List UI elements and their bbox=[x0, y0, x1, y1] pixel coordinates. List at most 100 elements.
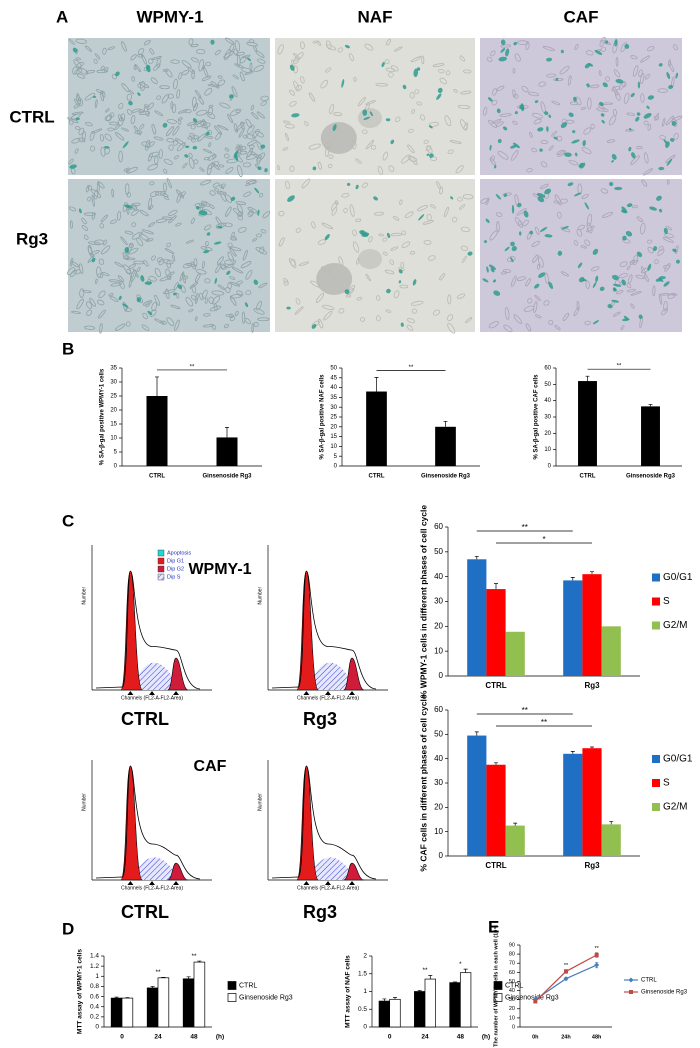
cell bbox=[165, 268, 172, 280]
cell bbox=[500, 271, 508, 275]
cell bbox=[246, 41, 258, 47]
cell bbox=[382, 151, 388, 161]
cell bbox=[101, 90, 106, 98]
cell bbox=[210, 81, 220, 89]
cell bbox=[109, 121, 119, 126]
cell bbox=[673, 132, 679, 140]
cell bbox=[109, 295, 119, 302]
cell bbox=[231, 86, 238, 98]
cell bbox=[407, 156, 418, 162]
flow-histogram: Channels (FL2-A-FL2-Area) Number bbox=[81, 760, 212, 891]
cell bbox=[100, 91, 104, 102]
bar bbox=[216, 437, 238, 466]
stained-cell bbox=[519, 105, 525, 110]
y-tick-label: 30 bbox=[509, 997, 515, 1003]
cell bbox=[101, 272, 110, 277]
cell bbox=[96, 89, 104, 94]
cell bbox=[126, 93, 132, 101]
stained-cell bbox=[592, 248, 599, 255]
cell bbox=[516, 208, 527, 216]
cell bbox=[121, 41, 127, 52]
cell bbox=[289, 89, 296, 96]
stained-cell bbox=[233, 150, 239, 159]
bar bbox=[366, 391, 387, 466]
cell bbox=[185, 296, 194, 307]
stained-cell bbox=[504, 246, 510, 252]
y-tick-label: 0 bbox=[512, 1024, 515, 1030]
cell bbox=[71, 138, 81, 144]
cell bbox=[207, 154, 217, 161]
stained-cell bbox=[534, 283, 540, 289]
stained-cell bbox=[203, 250, 210, 254]
cell bbox=[156, 95, 161, 100]
cell bbox=[124, 230, 134, 235]
stained-cell bbox=[636, 112, 641, 116]
error-bar bbox=[374, 377, 379, 392]
error-bar bbox=[463, 968, 468, 973]
stained-cell bbox=[599, 101, 604, 107]
cell bbox=[132, 268, 139, 278]
cell bbox=[139, 209, 149, 217]
cell bbox=[204, 278, 211, 284]
cell bbox=[406, 324, 414, 331]
legend-label: G0/G1 bbox=[663, 572, 693, 583]
cell bbox=[165, 126, 175, 137]
flow-marker bbox=[149, 881, 155, 885]
bar bbox=[378, 1000, 391, 1028]
stained-cell bbox=[592, 320, 600, 325]
error-bar bbox=[474, 555, 479, 560]
cell bbox=[216, 124, 229, 131]
cell bbox=[584, 239, 591, 246]
cell bbox=[599, 36, 606, 47]
cell bbox=[162, 216, 173, 221]
stained-cell bbox=[206, 232, 211, 236]
cell bbox=[365, 273, 372, 282]
x-tick-label: 24h bbox=[561, 1034, 571, 1040]
cell bbox=[320, 266, 331, 274]
cell bbox=[217, 284, 226, 290]
bar bbox=[146, 987, 159, 1028]
stained-cell bbox=[647, 263, 652, 271]
cell bbox=[623, 92, 630, 104]
cell bbox=[123, 264, 132, 274]
stained-cell bbox=[489, 144, 492, 151]
stained-cell bbox=[344, 44, 350, 49]
cell bbox=[130, 54, 137, 61]
stained-cell bbox=[656, 195, 662, 201]
row-header: CTRL bbox=[9, 107, 54, 126]
cell bbox=[640, 93, 645, 103]
y-tick-label: 70 bbox=[509, 961, 515, 967]
stained-cell bbox=[369, 111, 373, 117]
cell bbox=[255, 233, 263, 238]
cell bbox=[177, 109, 188, 114]
cell bbox=[620, 325, 625, 331]
stained-cell bbox=[548, 114, 552, 118]
cell bbox=[204, 224, 212, 231]
cell bbox=[426, 213, 432, 222]
y-tick-label: 25 bbox=[330, 415, 337, 421]
cell bbox=[260, 95, 270, 102]
y-tick-label: 20 bbox=[434, 621, 443, 630]
stained-cell bbox=[122, 141, 129, 149]
stained-cell bbox=[418, 214, 425, 221]
stained-cell bbox=[362, 109, 368, 116]
cell bbox=[145, 139, 151, 151]
flow-ylabel: Number bbox=[257, 793, 263, 811]
stained-cell bbox=[205, 131, 210, 136]
stained-cell bbox=[607, 304, 613, 309]
significance-label: ** bbox=[522, 706, 528, 715]
stained-cell bbox=[184, 154, 189, 158]
cell bbox=[171, 103, 177, 114]
cell bbox=[584, 320, 592, 326]
cell bbox=[124, 257, 136, 261]
cell bbox=[430, 204, 436, 209]
cell bbox=[425, 145, 432, 152]
cell bbox=[328, 154, 334, 159]
cell bbox=[496, 121, 504, 127]
cell bbox=[408, 128, 414, 133]
cell bbox=[574, 43, 579, 50]
cell bbox=[152, 63, 161, 71]
error-bar bbox=[609, 821, 614, 825]
cell bbox=[355, 218, 362, 223]
cell bbox=[190, 261, 197, 270]
